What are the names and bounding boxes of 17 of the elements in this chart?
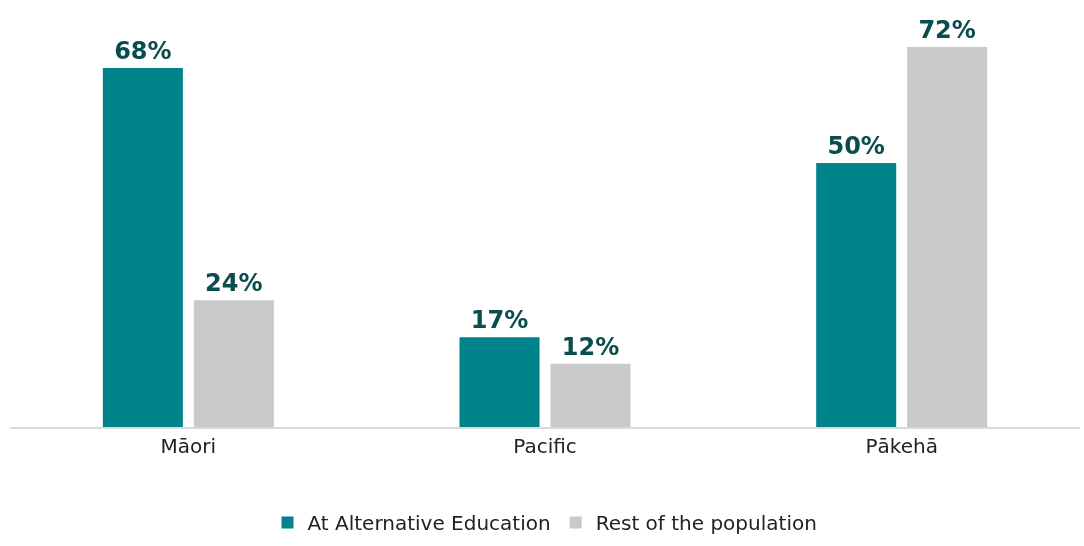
bar [550, 363, 631, 427]
data-label: 24% [205, 269, 263, 298]
data-label: 50% [827, 132, 885, 161]
x-tick-label: Māori [160, 434, 217, 458]
data-label: 17% [470, 306, 529, 335]
legend-label: At Alternative Education [307, 511, 551, 536]
bar [907, 47, 988, 427]
bar [193, 300, 274, 427]
x-tick-label: Pākehā [865, 434, 938, 458]
bar [816, 163, 897, 427]
legend-label: Rest of the population [595, 511, 817, 536]
bar [102, 68, 183, 427]
data-label: 68% [114, 37, 172, 66]
data-label: 12% [561, 332, 620, 361]
bar [459, 337, 540, 427]
data-label: 72% [918, 16, 976, 44]
x-tick-label: Pacific [513, 434, 577, 458]
